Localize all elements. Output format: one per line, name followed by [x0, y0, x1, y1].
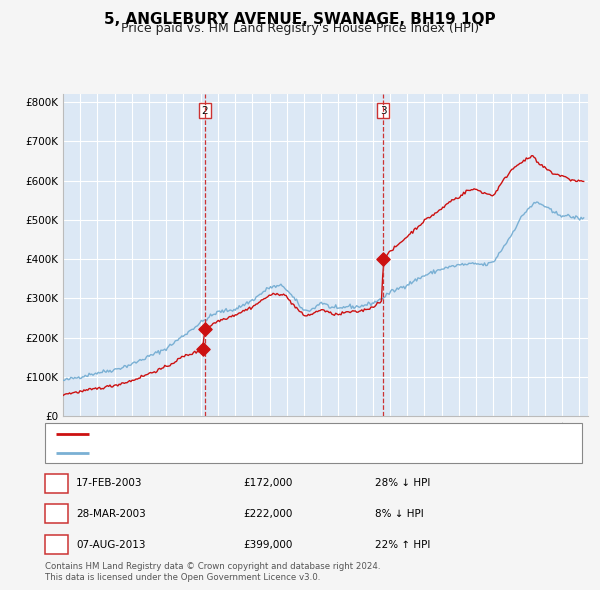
Text: 2: 2 — [202, 106, 208, 116]
Point — [200, 324, 209, 333]
Text: HPI: Average price, detached house, Dorset: HPI: Average price, detached house, Dors… — [95, 448, 313, 458]
Text: 5, ANGLEBURY AVENUE, SWANAGE, BH19 1QP (detached house): 5, ANGLEBURY AVENUE, SWANAGE, BH19 1QP (… — [95, 430, 416, 440]
Text: 5, ANGLEBURY AVENUE, SWANAGE, BH19 1QP: 5, ANGLEBURY AVENUE, SWANAGE, BH19 1QP — [104, 12, 496, 27]
Point — [198, 344, 208, 353]
Text: 07-AUG-2013: 07-AUG-2013 — [76, 540, 146, 549]
Text: 8% ↓ HPI: 8% ↓ HPI — [375, 509, 424, 519]
Text: 22% ↑ HPI: 22% ↑ HPI — [375, 540, 430, 549]
Point — [378, 255, 388, 264]
Text: £399,000: £399,000 — [243, 540, 292, 549]
Text: 3: 3 — [380, 106, 386, 116]
Text: 2: 2 — [53, 509, 60, 519]
Text: 3: 3 — [53, 540, 60, 549]
Text: £222,000: £222,000 — [243, 509, 292, 519]
Text: 17-FEB-2003: 17-FEB-2003 — [76, 478, 143, 488]
Text: 28-MAR-2003: 28-MAR-2003 — [76, 509, 146, 519]
Text: 28% ↓ HPI: 28% ↓ HPI — [375, 478, 430, 488]
Text: Price paid vs. HM Land Registry's House Price Index (HPI): Price paid vs. HM Land Registry's House … — [121, 22, 479, 35]
Text: £172,000: £172,000 — [243, 478, 292, 488]
Text: 1: 1 — [53, 478, 60, 488]
Text: Contains HM Land Registry data © Crown copyright and database right 2024.
This d: Contains HM Land Registry data © Crown c… — [45, 562, 380, 582]
